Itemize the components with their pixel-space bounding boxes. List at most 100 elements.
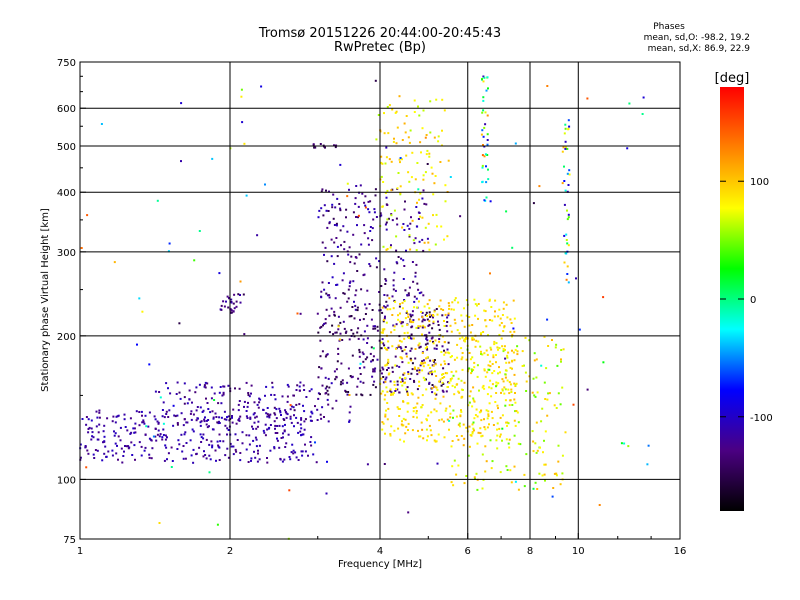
- echo-point: [419, 141, 422, 144]
- echo-point: [390, 244, 392, 247]
- echo-point: [399, 193, 402, 196]
- echo-point: [396, 380, 399, 383]
- echo-point: [155, 439, 158, 442]
- echo-point: [397, 345, 400, 348]
- echo-point: [205, 438, 208, 441]
- echo-point: [166, 436, 168, 439]
- echo-point: [586, 97, 589, 100]
- echo-point: [178, 443, 181, 446]
- echo-point: [391, 314, 394, 316]
- echo-point: [499, 317, 502, 320]
- echo-point: [320, 417, 323, 420]
- echo-point: [445, 390, 448, 393]
- echo-point: [478, 389, 480, 392]
- echo-point: [396, 262, 399, 265]
- echo-point: [91, 431, 94, 434]
- echo-point: [358, 355, 361, 358]
- echo-point: [463, 482, 466, 485]
- echo-point: [273, 420, 276, 423]
- echo-point: [325, 292, 328, 295]
- echo-point: [432, 214, 434, 217]
- echo-point: [378, 309, 381, 312]
- echo-point: [226, 433, 228, 436]
- echo-point: [431, 371, 434, 373]
- echo-point: [447, 363, 450, 366]
- echo-point: [317, 376, 320, 379]
- echo-point: [363, 273, 366, 276]
- echo-point: [228, 419, 231, 422]
- echo-point: [503, 392, 506, 395]
- echo-point: [490, 387, 493, 390]
- echo-point: [486, 76, 489, 79]
- echo-point: [336, 283, 339, 286]
- echo-point: [564, 146, 567, 149]
- echo-point: [142, 421, 145, 423]
- echo-point: [114, 421, 117, 424]
- echo-point: [305, 396, 308, 398]
- echo-point: [410, 337, 413, 340]
- echo-point: [386, 248, 389, 250]
- echo-point: [227, 306, 230, 309]
- echo-point: [484, 319, 487, 322]
- echo-point: [103, 435, 106, 438]
- echo-point: [477, 317, 479, 320]
- echo-point: [182, 445, 185, 447]
- echo-point: [509, 399, 512, 402]
- echo-point: [366, 337, 369, 340]
- echo-point: [405, 154, 408, 157]
- echo-point: [324, 387, 327, 390]
- echo-point: [505, 303, 508, 306]
- echo-point: [220, 402, 223, 405]
- echo-point: [490, 395, 493, 398]
- echo-point: [371, 309, 374, 311]
- echo-point: [400, 423, 403, 426]
- echo-point: [436, 462, 439, 465]
- echo-point: [538, 185, 541, 188]
- echo-point: [428, 155, 431, 158]
- echo-point: [482, 80, 485, 83]
- echo-point: [323, 288, 326, 291]
- echo-point: [425, 357, 428, 360]
- x-tick-label: 10: [572, 546, 585, 557]
- echo-point: [489, 272, 491, 275]
- y-tick-label: 400: [57, 188, 76, 199]
- echo-point: [303, 420, 306, 423]
- echo-point: [451, 301, 454, 304]
- echo-point: [396, 223, 399, 226]
- echo-point: [266, 457, 268, 459]
- echo-point: [399, 320, 402, 323]
- echo-point: [450, 370, 453, 373]
- echo-point: [353, 317, 356, 320]
- echo-point: [390, 331, 393, 334]
- echo-point: [350, 315, 353, 318]
- echo-point: [402, 278, 405, 280]
- echo-point: [444, 200, 447, 203]
- echo-point: [416, 162, 419, 164]
- echo-point: [568, 173, 571, 176]
- echo-point: [227, 415, 230, 418]
- echo-point: [266, 428, 269, 431]
- echo-point: [241, 121, 244, 124]
- echo-point: [502, 307, 505, 310]
- echo-point: [495, 361, 497, 364]
- echo-point: [85, 416, 88, 418]
- echo-point: [491, 319, 494, 322]
- echo-point: [424, 171, 427, 174]
- echo-point: [384, 432, 386, 435]
- echo-point: [431, 391, 434, 394]
- echo-point: [409, 349, 412, 352]
- echo-point: [405, 249, 407, 252]
- echo-point: [370, 346, 373, 349]
- echo-point: [440, 308, 443, 311]
- echo-point: [542, 451, 544, 454]
- echo-point: [226, 416, 228, 419]
- echo-point: [376, 329, 379, 332]
- echo-point: [372, 383, 375, 386]
- echo-point: [516, 411, 519, 414]
- echo-point: [157, 422, 160, 425]
- echo-point: [513, 419, 516, 422]
- echo-point: [387, 340, 390, 343]
- echo-point: [436, 313, 439, 316]
- echo-point: [363, 224, 366, 227]
- echo-point: [162, 401, 165, 404]
